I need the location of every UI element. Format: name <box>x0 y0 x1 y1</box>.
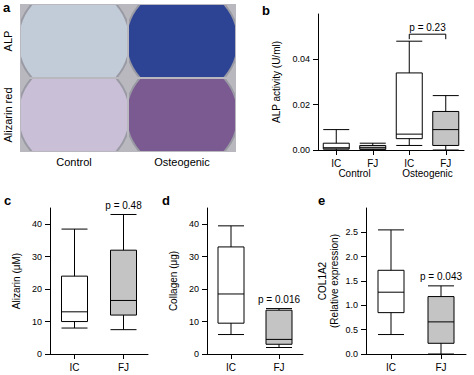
svg-text:2.0: 2.0 <box>345 252 358 262</box>
svg-text:IC: IC <box>226 362 236 373</box>
svg-text:(Relative expression): (Relative expression) <box>329 234 340 328</box>
svg-text:30: 30 <box>189 252 199 262</box>
svg-text:a: a <box>3 0 11 15</box>
svg-text:0: 0 <box>194 349 199 359</box>
svg-text:Control: Control <box>56 156 91 168</box>
svg-text:2.5: 2.5 <box>345 227 358 237</box>
svg-text:FJ: FJ <box>367 158 378 169</box>
svg-text:10: 10 <box>189 317 199 327</box>
svg-text:b: b <box>262 3 270 18</box>
svg-text:d: d <box>162 193 170 208</box>
svg-text:0.5: 0.5 <box>345 325 358 335</box>
svg-text:40: 40 <box>32 219 42 229</box>
svg-text:1.0: 1.0 <box>345 300 358 310</box>
svg-text:IC: IC <box>331 158 341 169</box>
svg-text:1.5: 1.5 <box>345 276 358 286</box>
svg-text:Osteogenic: Osteogenic <box>402 168 453 179</box>
svg-text:FJ: FJ <box>435 362 446 373</box>
svg-text:20: 20 <box>32 284 42 294</box>
svg-text:0.04: 0.04 <box>292 54 310 64</box>
svg-text:c: c <box>4 193 11 208</box>
svg-text:0.00: 0.00 <box>292 145 310 155</box>
svg-text:IC: IC <box>404 158 414 169</box>
svg-text:ALP: ALP <box>2 31 14 52</box>
svg-text:p = 0.043: p = 0.043 <box>420 271 462 282</box>
svg-text:IC: IC <box>70 362 80 373</box>
svg-text:ALP activity (U/ml): ALP activity (U/ml) <box>271 41 282 123</box>
svg-text:20: 20 <box>189 284 199 294</box>
svg-text:COL1A2: COL1A2 <box>317 261 328 300</box>
svg-text:40: 40 <box>189 219 199 229</box>
svg-text:FJ: FJ <box>118 362 129 373</box>
svg-text:30: 30 <box>32 252 42 262</box>
svg-text:FJ: FJ <box>440 158 451 169</box>
svg-text:p = 0.23: p = 0.23 <box>409 22 446 33</box>
svg-text:FJ: FJ <box>273 362 284 373</box>
svg-text:Osteogenic: Osteogenic <box>154 156 210 168</box>
svg-text:10: 10 <box>32 317 42 327</box>
svg-text:0: 0 <box>37 349 42 359</box>
svg-text:Alizarin (μM): Alizarin (μM) <box>11 253 22 309</box>
svg-text:p = 0.016: p = 0.016 <box>258 294 300 305</box>
svg-text:p = 0.48: p = 0.48 <box>105 200 142 211</box>
svg-text:Alizarin red: Alizarin red <box>2 87 14 142</box>
svg-text:IC: IC <box>386 362 396 373</box>
svg-text:0.02: 0.02 <box>292 100 310 110</box>
svg-text:0.0: 0.0 <box>345 349 358 359</box>
svg-text:Control: Control <box>338 168 370 179</box>
svg-text:e: e <box>318 193 325 208</box>
svg-text:Collagen (μg): Collagen (μg) <box>168 251 179 311</box>
